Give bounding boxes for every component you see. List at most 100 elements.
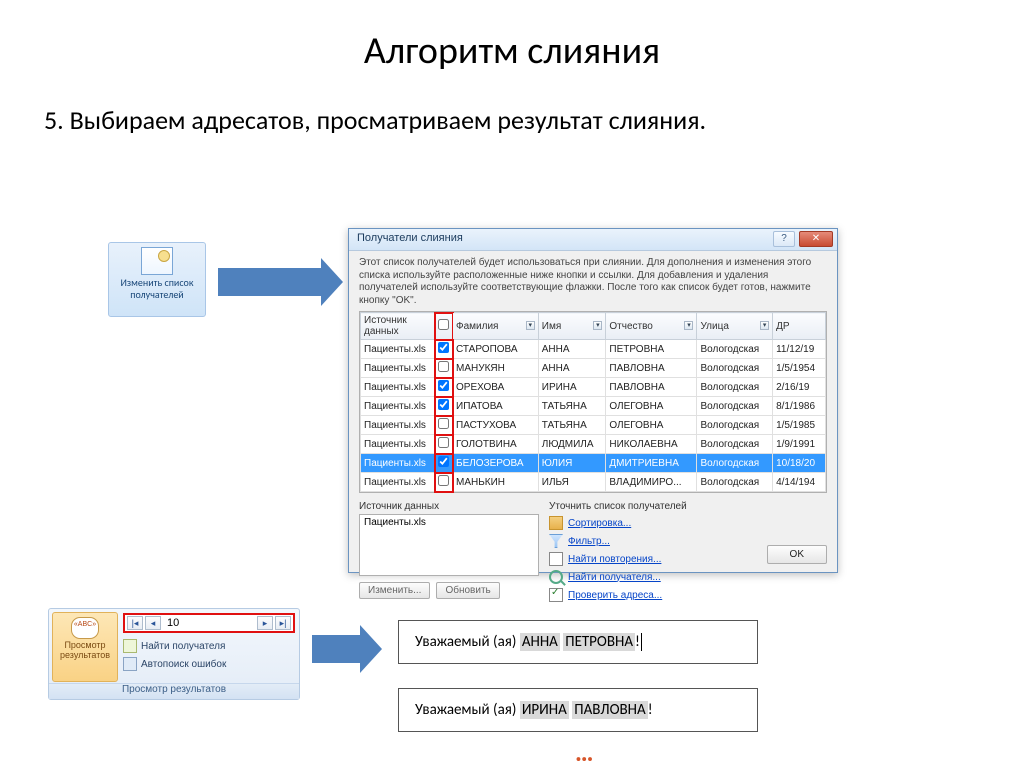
cell-surname: ГОЛОТВИНА xyxy=(453,435,539,454)
cell-checkbox[interactable] xyxy=(435,397,453,416)
refresh-source-button[interactable]: Обновить xyxy=(436,582,499,599)
col-street[interactable]: Улица▾ xyxy=(697,313,773,340)
col-name[interactable]: Имя▾ xyxy=(538,313,606,340)
row-checkbox[interactable] xyxy=(438,342,449,353)
merge-preview-1: Уважаемый (ая) АННА ПЕТРОВНА! xyxy=(398,620,758,664)
record-number-field[interactable]: 10 xyxy=(163,617,255,629)
find-icon xyxy=(549,570,563,584)
merged-patronymic: ПЕТРОВНА xyxy=(563,633,635,651)
table-row[interactable]: Пациенты.xlsСТАРОПОВААННАПЕТРОВНАВологод… xyxy=(361,340,826,359)
data-source-label: Источник данных xyxy=(359,501,539,512)
cell-street: Вологодская xyxy=(697,378,773,397)
duplicates-icon xyxy=(549,552,563,566)
sort-link[interactable]: Сортировка... xyxy=(549,514,827,532)
edit-recipient-list-button[interactable]: Изменить список получателей xyxy=(108,242,206,317)
edit-source-button[interactable]: Изменить... xyxy=(359,582,430,599)
row-checkbox[interactable] xyxy=(438,380,449,391)
chevron-down-icon[interactable]: ▾ xyxy=(593,321,602,330)
ribbon-group-title: Просмотр результатов xyxy=(49,683,299,699)
table-row[interactable]: Пациенты.xlsОРЕХОВАИРИНАПАВЛОВНАВологодс… xyxy=(361,378,826,397)
row-checkbox[interactable] xyxy=(438,361,449,372)
slide-title: Алгоритм слияния xyxy=(0,0,1024,74)
cell-patronymic: ПАВЛОВНА xyxy=(606,359,697,378)
preview-button-label: Просмотр результатов xyxy=(53,641,117,661)
validate-addresses-link[interactable]: Проверить адреса... xyxy=(549,586,827,604)
table-row[interactable]: Пациенты.xls МАНЬКИНИЛЬЯВЛАДИМИРО...Волог… xyxy=(361,473,826,492)
chevron-down-icon[interactable]: ▾ xyxy=(760,321,769,330)
merged-patronymic: ПАВЛОВНА xyxy=(572,701,647,719)
table-row[interactable]: Пациенты.xlsБЕЛОЗЕРОВАЮЛИЯДМИТРИЕВНАВоло… xyxy=(361,454,826,473)
cell-checkbox[interactable] xyxy=(435,416,453,435)
cell-checkbox[interactable] xyxy=(435,473,453,492)
cell-patronymic: ДМИТРИЕВНА xyxy=(606,454,697,473)
col-patronymic[interactable]: Отчество▾ xyxy=(606,313,697,340)
preview-results-button[interactable]: Просмотр результатов xyxy=(52,612,118,682)
select-all-checkbox[interactable] xyxy=(438,319,449,330)
row-checkbox[interactable] xyxy=(438,418,449,429)
dialog-instructions: Этот список получателей будет использова… xyxy=(349,251,837,311)
cell-checkbox[interactable] xyxy=(435,454,453,473)
mail-merge-recipients-dialog: Получатели слияния ? ✕ Этот список получ… xyxy=(348,228,838,573)
ok-button[interactable]: OK xyxy=(767,545,827,564)
dialog-titlebar[interactable]: Получатели слияния ? ✕ xyxy=(349,229,837,251)
merge-preview-2: Уважаемый (ая) ИРИНА ПАВЛОВНА! xyxy=(398,688,758,732)
row-checkbox[interactable] xyxy=(438,437,449,448)
cell-checkbox[interactable] xyxy=(435,378,453,397)
table-row[interactable]: Пациенты.xlsГОЛОТВИНАЛЮДМИЛАНИКОЛАЕВНАВо… xyxy=(361,435,826,454)
sort-icon xyxy=(549,516,563,530)
data-source-list[interactable]: Пациенты.xls xyxy=(359,514,539,576)
chevron-down-icon[interactable]: ▾ xyxy=(684,321,693,330)
cell-surname: БЕЛОЗЕРОВА xyxy=(453,454,539,473)
cell-dob: 1/9/1991 xyxy=(773,435,826,454)
col-source[interactable]: Источник данных xyxy=(361,313,435,340)
next-record-button[interactable]: ▸ xyxy=(257,616,273,630)
cell-street: Вологодская xyxy=(697,416,773,435)
cell-source: Пациенты.xls xyxy=(361,359,435,378)
merged-name: АННА xyxy=(520,633,560,651)
table-row[interactable]: Пациенты.xlsМАНУКЯНАННАПАВЛОВНАВологодск… xyxy=(361,359,826,378)
row-checkbox[interactable] xyxy=(438,399,449,410)
find-recipient-link[interactable]: Найти получателя... xyxy=(549,568,827,586)
col-dob[interactable]: ДР xyxy=(773,313,826,340)
cell-surname: МАНЬКИН xyxy=(453,473,539,492)
auto-check-errors-button[interactable]: Автопоиск ошибок xyxy=(123,657,226,671)
help-icon[interactable]: ? xyxy=(773,231,795,247)
arrow-icon xyxy=(218,268,323,296)
table-row[interactable]: Пациенты.xlsИПАТОВАТАТЬЯНАОЛЕГОВНАВолого… xyxy=(361,397,826,416)
cell-source: Пациенты.xls xyxy=(361,378,435,397)
cell-patronymic: ОЛЕГОВНА xyxy=(606,397,697,416)
col-surname[interactable]: Фамилия▾ xyxy=(453,313,539,340)
first-record-button[interactable]: |◂ xyxy=(127,616,143,630)
cell-patronymic: ПАВЛОВНА xyxy=(606,378,697,397)
find-recipient-icon xyxy=(123,639,137,653)
cell-name: АННА xyxy=(538,340,606,359)
close-icon[interactable]: ✕ xyxy=(799,231,833,247)
cell-patronymic: ВЛАДИМИРО... xyxy=(606,473,697,492)
cell-source: Пациенты.xls xyxy=(361,473,435,492)
cell-street: Вологодская xyxy=(697,473,773,492)
cell-surname: ИПАТОВА xyxy=(453,397,539,416)
arrow-icon xyxy=(312,635,362,663)
row-checkbox[interactable] xyxy=(438,456,449,467)
col-checkbox[interactable] xyxy=(435,313,453,340)
last-record-button[interactable]: ▸| xyxy=(275,616,291,630)
cell-source: Пациенты.xls xyxy=(361,397,435,416)
row-checkbox[interactable] xyxy=(438,475,449,486)
cell-checkbox[interactable] xyxy=(435,340,453,359)
cell-checkbox[interactable] xyxy=(435,435,453,454)
cell-checkbox[interactable] xyxy=(435,359,453,378)
find-recipient-button[interactable]: Найти получателя xyxy=(123,639,225,653)
preview-icon xyxy=(71,617,99,639)
cell-source: Пациенты.xls xyxy=(361,340,435,359)
cell-source: Пациенты.xls xyxy=(361,435,435,454)
table-row[interactable]: Пациенты.xlsПАСТУХОВАТАТЬЯНАОЛЕГОВНАВоло… xyxy=(361,416,826,435)
filter-icon xyxy=(549,534,563,548)
chevron-down-icon[interactable]: ▾ xyxy=(526,321,535,330)
cell-name: ИЛЬЯ xyxy=(538,473,606,492)
slide-subtitle: 5. Выбираем адресатов, просматриваем рез… xyxy=(0,74,1024,137)
prev-record-button[interactable]: ◂ xyxy=(145,616,161,630)
cell-street: Вологодская xyxy=(697,340,773,359)
auto-check-icon xyxy=(123,657,137,671)
record-navigator: |◂ ◂ 10 ▸ ▸| xyxy=(123,613,295,633)
ellipsis: … xyxy=(575,736,594,768)
